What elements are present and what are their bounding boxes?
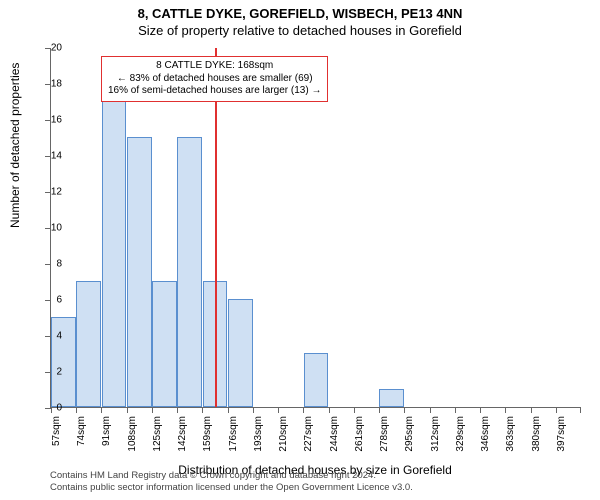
x-tick	[278, 407, 279, 413]
x-tick	[455, 407, 456, 413]
y-tick-label: 8	[38, 259, 62, 270]
histogram-bar	[152, 281, 177, 407]
y-tick-label: 16	[38, 115, 62, 126]
x-tick	[101, 407, 102, 413]
x-tick	[329, 407, 330, 413]
plot-area: 57sqm74sqm91sqm108sqm125sqm142sqm159sqm1…	[50, 48, 580, 408]
x-tick	[76, 407, 77, 413]
x-tick	[580, 407, 581, 413]
x-tick	[127, 407, 128, 413]
y-tick-label: 0	[38, 403, 62, 414]
y-tick-label: 6	[38, 295, 62, 306]
x-tick	[228, 407, 229, 413]
x-tick	[430, 407, 431, 413]
annotation-line: 8 CATTLE DYKE: 168sqm	[108, 60, 321, 73]
histogram-bar	[228, 299, 253, 407]
x-tick	[404, 407, 405, 413]
reference-line	[215, 48, 217, 407]
x-tick	[354, 407, 355, 413]
histogram-bar	[304, 353, 329, 407]
y-tick-label: 12	[38, 187, 62, 198]
histogram-bar	[76, 281, 101, 407]
y-tick-label: 2	[38, 367, 62, 378]
annotation-box: 8 CATTLE DYKE: 168sqm← 83% of detached h…	[101, 56, 328, 102]
histogram-bar	[379, 389, 404, 407]
x-tick	[505, 407, 506, 413]
y-tick-label: 4	[38, 331, 62, 342]
x-tick	[202, 407, 203, 413]
x-tick	[480, 407, 481, 413]
x-tick	[531, 407, 532, 413]
y-tick-label: 20	[38, 43, 62, 54]
x-tick	[556, 407, 557, 413]
y-tick-label: 14	[38, 151, 62, 162]
x-tick	[152, 407, 153, 413]
footer-attribution: Contains HM Land Registry data © Crown c…	[50, 470, 413, 494]
histogram-bar	[102, 83, 127, 407]
chart-container: 8, CATTLE DYKE, GOREFIELD, WISBECH, PE13…	[0, 0, 600, 500]
x-tick	[303, 407, 304, 413]
y-axis-title: Number of detached properties	[8, 63, 22, 228]
histogram-bar	[177, 137, 202, 407]
chart-area: 57sqm74sqm91sqm108sqm125sqm142sqm159sqm1…	[50, 48, 580, 408]
y-tick-label: 18	[38, 79, 62, 90]
chart-title-sub: Size of property relative to detached ho…	[0, 21, 600, 38]
x-tick	[177, 407, 178, 413]
footer-line-2: Contains public sector information licen…	[50, 482, 413, 493]
x-tick	[253, 407, 254, 413]
annotation-line: 16% of semi-detached houses are larger (…	[108, 85, 321, 98]
y-tick-label: 10	[38, 223, 62, 234]
x-tick	[379, 407, 380, 413]
histogram-bar	[127, 137, 152, 407]
chart-title-main: 8, CATTLE DYKE, GOREFIELD, WISBECH, PE13…	[0, 0, 600, 21]
annotation-line: ← 83% of detached houses are smaller (69…	[108, 73, 321, 86]
footer-line-1: Contains HM Land Registry data © Crown c…	[50, 470, 376, 481]
